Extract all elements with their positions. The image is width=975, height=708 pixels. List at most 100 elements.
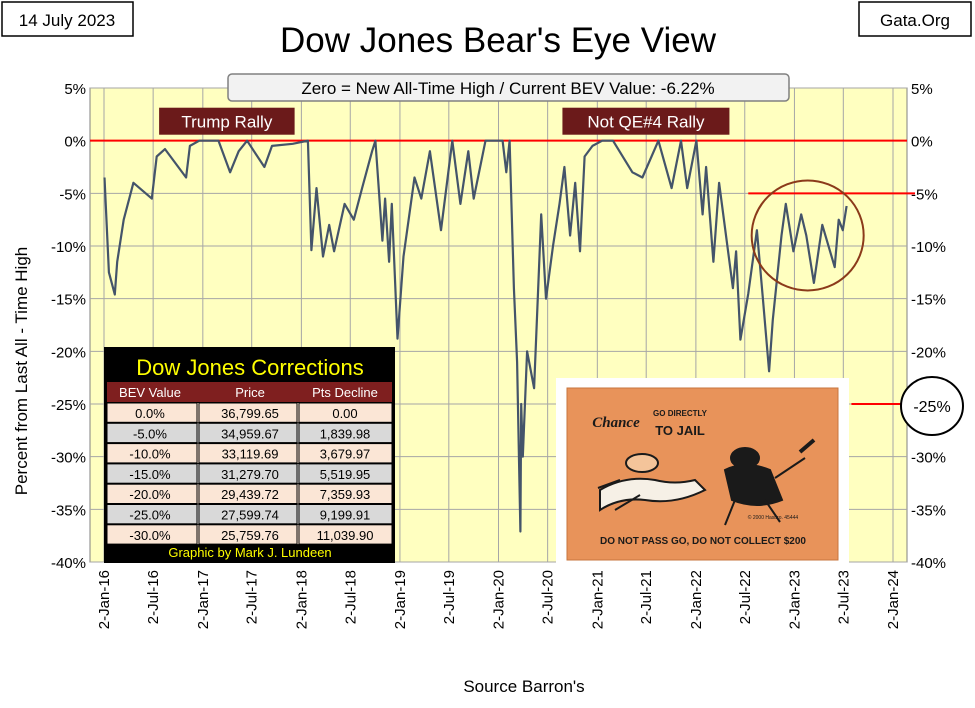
annotation-box (562, 107, 730, 135)
corrections-table-header-bg (107, 382, 392, 402)
right-circle-label: -25% (913, 399, 950, 416)
table-row (107, 443, 392, 463)
table-cell (106, 524, 198, 545)
table-cell-text: 31,279.70 (221, 467, 279, 482)
table-cell-text: -10.0% (129, 447, 171, 462)
chart-subtitle: Zero = New All-Time High / Current BEV V… (301, 79, 714, 98)
table-cell (298, 463, 393, 484)
table-cell (298, 402, 393, 423)
table-row (107, 504, 392, 524)
table-cell-text: -25.0% (129, 508, 171, 523)
table-cell (106, 483, 198, 505)
table-cell (198, 504, 298, 525)
x-tick-label: 2-Jan-16 (96, 570, 113, 629)
x-tick-label: 2-Jul-20 (540, 570, 557, 624)
y-tick-label-left: -25% (51, 397, 86, 414)
y-tick-label-right: -40% (911, 555, 946, 572)
table-row (107, 463, 392, 484)
table-header-bev: BEV Value (119, 385, 181, 400)
x-tick-label: 2-Jan-22 (688, 570, 705, 629)
chance-card-image: Chance GO DIRECTLY TO JAIL © 2000 Hasbro… (556, 378, 849, 571)
right-circle-marker (900, 376, 964, 436)
table-cell (106, 504, 198, 525)
y-tick-label-right: -20% (911, 344, 946, 361)
y-tick-label-left: -40% (51, 555, 86, 572)
y-tick-label-left: -35% (51, 502, 86, 519)
y-tick-label-left: 0% (64, 134, 86, 151)
chart-title: Dow Jones Bear's Eye View (280, 21, 717, 60)
highlight-circle (750, 179, 865, 292)
site-label: Gata.Org (880, 11, 950, 30)
x-tick-label: 2-Jul-21 (638, 570, 655, 624)
table-cell (198, 402, 298, 423)
x-tick-label: 2-Jan-18 (293, 570, 310, 629)
x-tick-label: 2-Jan-20 (491, 570, 508, 629)
x-tick-label: 2-Jul-22 (737, 570, 754, 624)
y-axis-label: Percent from Last All - Time High (12, 247, 31, 495)
x-tick-label: 2-Jan-24 (885, 570, 902, 629)
table-cell-text: 34,959.67 (221, 426, 279, 441)
date-box (1, 1, 134, 37)
table-cell-text: 27,599.74 (221, 508, 279, 523)
y-tick-label-right: -30% (911, 450, 946, 467)
x-axis-label: Source Barron's (463, 677, 584, 696)
card-chance-text: Chance (592, 415, 640, 431)
annotation-label: Not QE#4 Rally (587, 113, 705, 132)
table-cell-text: -15.0% (129, 467, 171, 482)
y-tick-label-right: -35% (911, 502, 946, 519)
table-header-decline: Pts Decline (312, 385, 378, 400)
y-tick-label-left: -20% (51, 344, 86, 361)
y-ticks-right: 5%0%-5%-10%-15%-20%-25%-30%-35%-40% (911, 81, 946, 572)
table-cell-text: 0.0% (135, 406, 165, 421)
table-cell-text: -5.0% (133, 426, 167, 441)
table-cell-text: 0.00 (332, 406, 357, 421)
table-cell (198, 483, 298, 505)
x-tick-label: 2-Jul-16 (145, 570, 162, 624)
table-cell-text: 7,359.93 (320, 487, 371, 502)
table-cell (298, 483, 393, 505)
table-cell (198, 443, 298, 464)
table-cell-text: 36,799.65 (221, 406, 279, 421)
table-cell-text: 1,839.98 (320, 426, 371, 441)
table-cell (106, 402, 198, 423)
corrections-table-title: Dow Jones Corrections (136, 355, 363, 380)
table-cell-text: -20.0% (129, 487, 171, 502)
annotation-box (159, 107, 295, 135)
y-tick-label-right: -15% (911, 292, 946, 309)
table-row (107, 403, 392, 423)
card-to-jail: TO JAIL (655, 423, 705, 438)
x-tick-label: 2-Jan-21 (589, 570, 606, 629)
table-cell-text: 33,119.69 (222, 447, 279, 462)
table-cell-text: 25,759.76 (221, 528, 279, 543)
table-cell (198, 524, 298, 545)
y-tick-label-left: -5% (59, 186, 86, 203)
x-ticks: 2-Jan-16 2-Jul-16 2-Jan-17 2-Jul-17 2-Jan-18… (96, 570, 902, 629)
table-cell (298, 504, 393, 525)
card-go-directly: GO DIRECTLY (653, 409, 708, 418)
y-tick-label-left: -30% (51, 450, 86, 467)
card-illustration (597, 438, 816, 526)
table-cell (298, 422, 393, 444)
x-tick-label: 2-Jul-17 (244, 570, 261, 624)
y-tick-label-left: -15% (51, 292, 86, 309)
y-ticks-left: 5% 0% -5% -10% -15% -20% -25% -30% -35% -40% (51, 81, 86, 572)
y-tick-label-right: -5% (911, 186, 938, 203)
annotations: Trump Rally Not QE#4 Rally (159, 107, 730, 135)
y-tick-label-right: 5% (911, 81, 933, 98)
x-tick-label: 2-Jan-23 (786, 570, 803, 629)
table-cell-text: 5,519.95 (320, 467, 371, 482)
y-tick-label-right: 0% (911, 134, 933, 151)
x-tick-label: 2-Jan-17 (195, 570, 212, 629)
table-cell-text: -30.0% (129, 528, 171, 543)
y-tick-label-left: 5% (64, 81, 86, 98)
x-tick-label: 2-Jul-23 (835, 570, 852, 624)
card-face (566, 387, 839, 561)
series-line (103, 139, 848, 533)
table-header-price: Price (235, 385, 265, 400)
table-cell-text: 11,039.90 (317, 528, 374, 543)
table-cell (198, 463, 298, 484)
card-bottom-text: DO NOT PASS GO, DO NOT COLLECT $200 (600, 536, 806, 547)
y-tick-label-right: -10% (911, 239, 946, 256)
